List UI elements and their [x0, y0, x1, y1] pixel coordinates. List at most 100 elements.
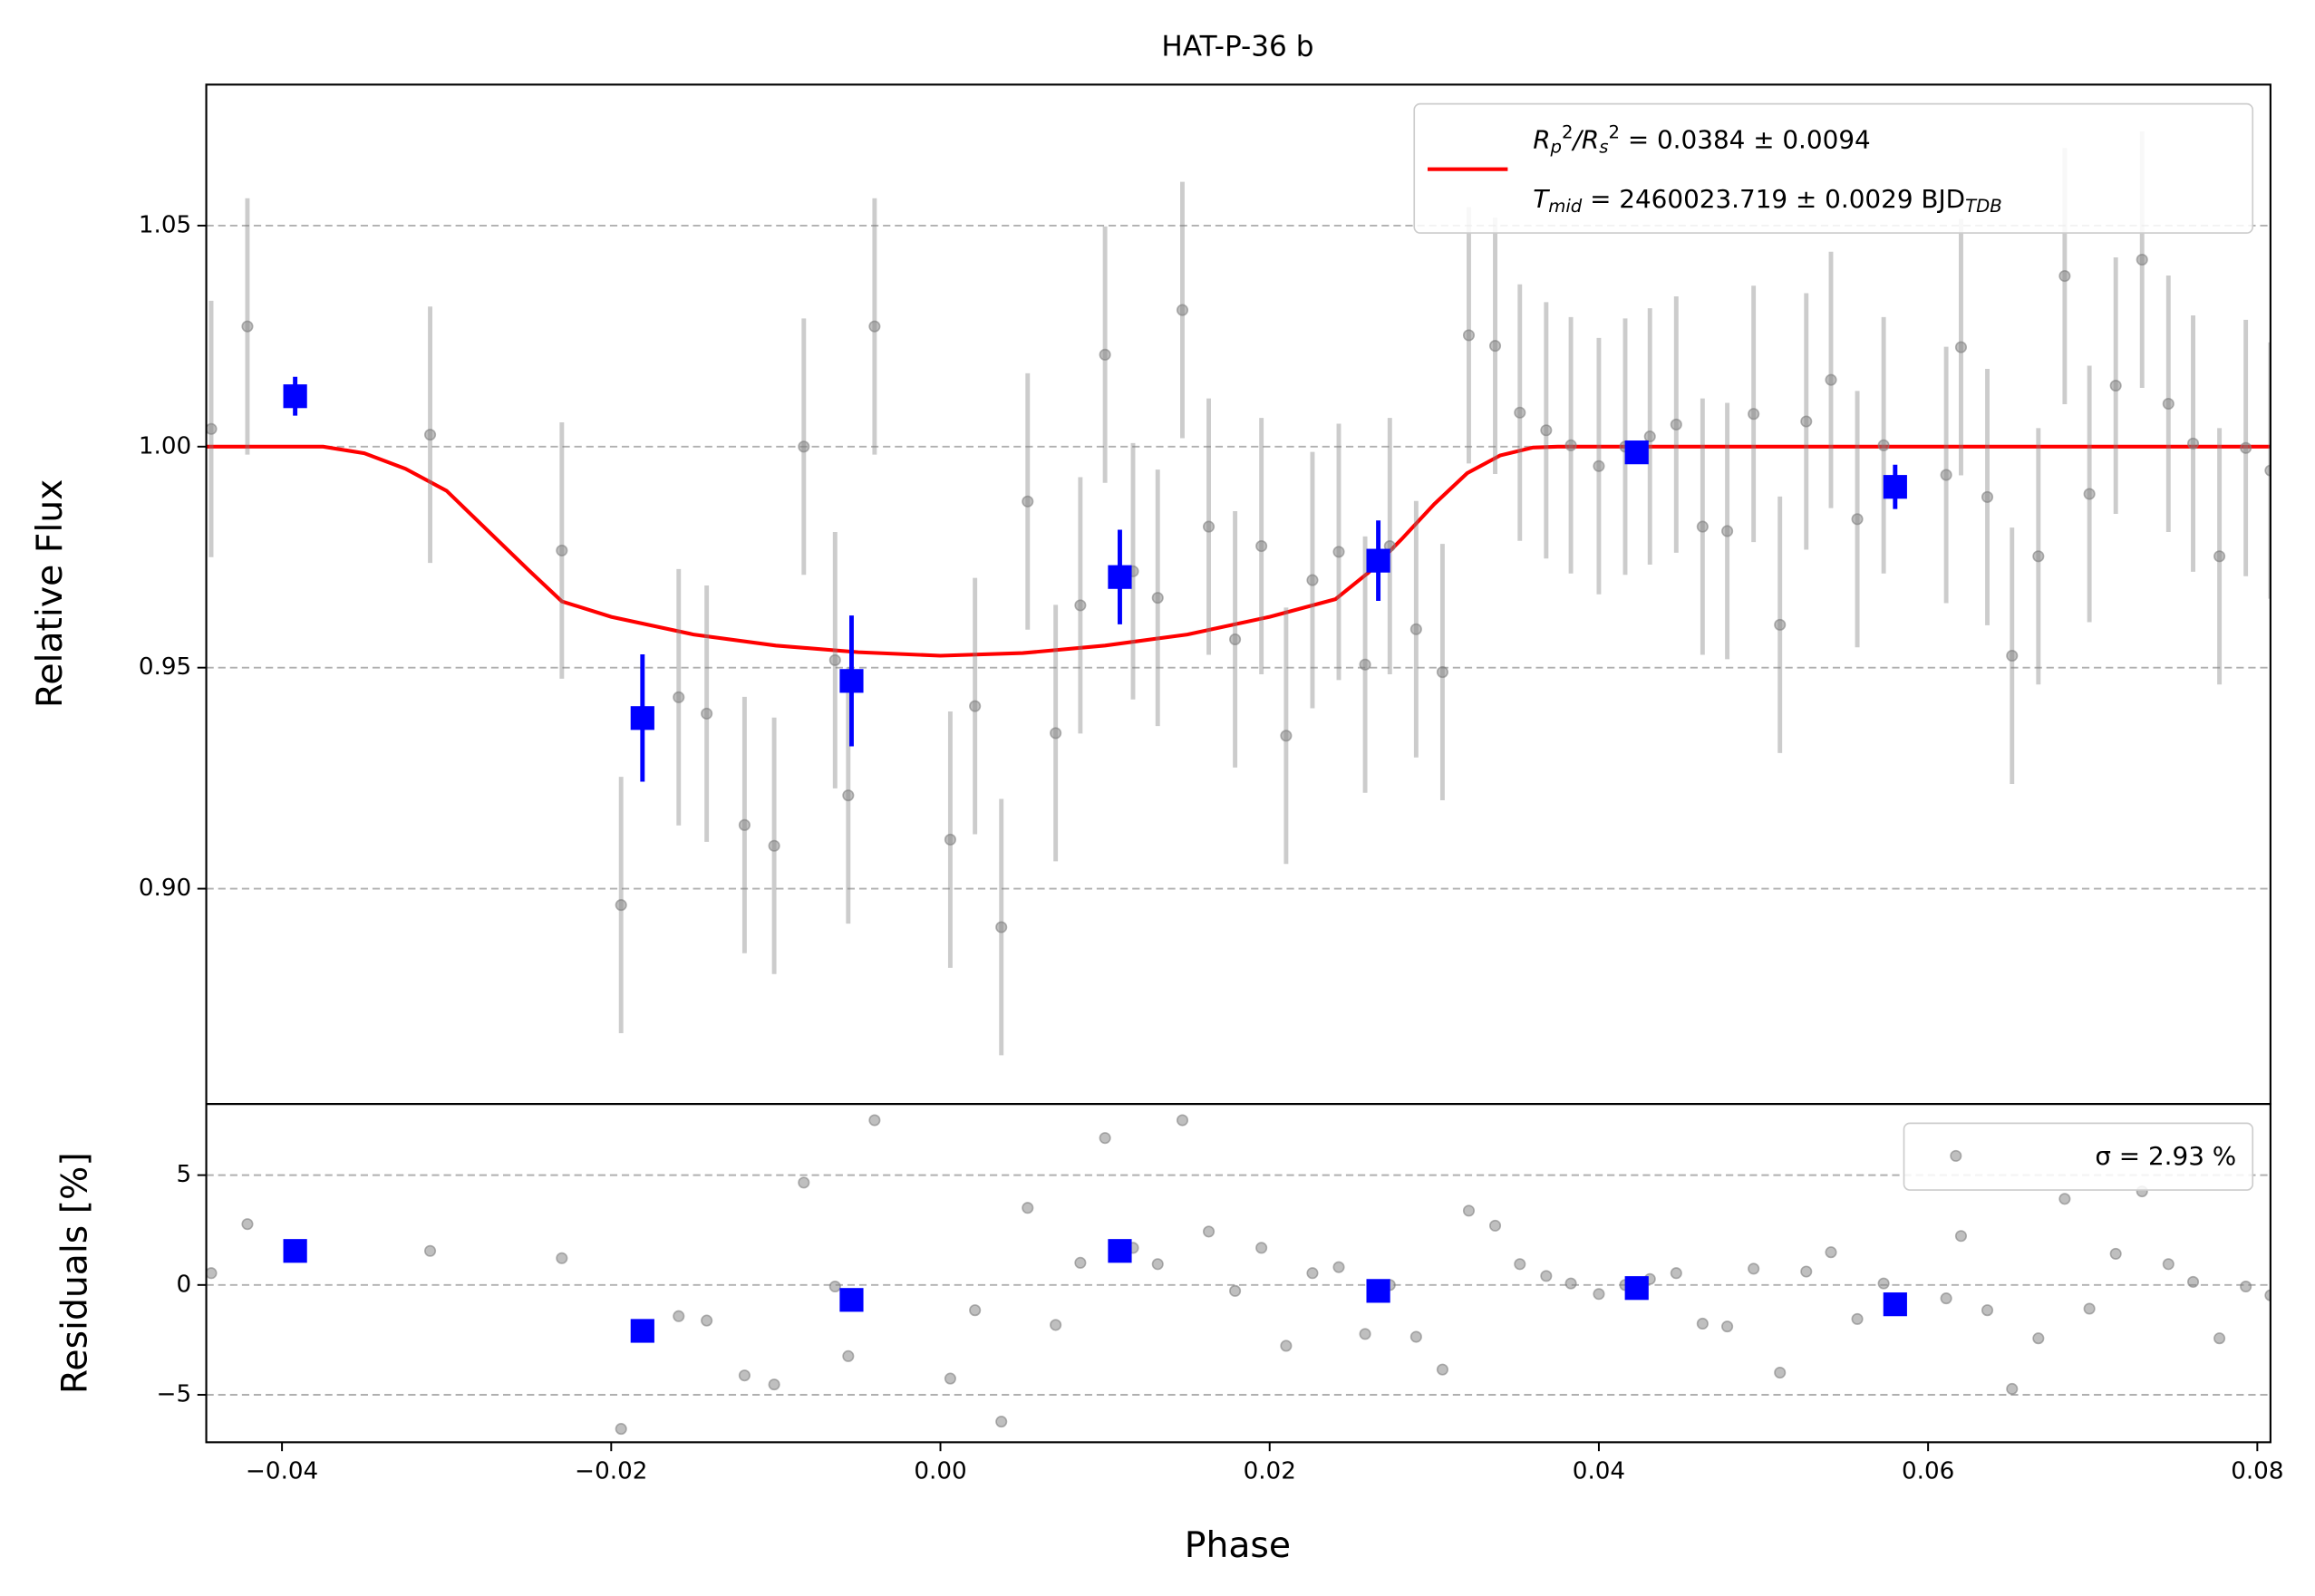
data-point [842, 1349, 855, 1362]
data-point [1940, 1292, 1952, 1305]
legend-label-part: /R [1571, 125, 1600, 155]
data-point [1462, 329, 1476, 342]
data-point [673, 1310, 685, 1322]
data-point [1670, 1267, 1682, 1280]
data-point [1748, 1262, 1760, 1275]
data-point [1540, 1270, 1553, 1282]
data-point [2006, 649, 2019, 663]
data-point [1359, 1328, 1371, 1340]
data-point [944, 1372, 956, 1385]
data-point [1877, 1277, 1890, 1290]
legend-label: σ = 2.93 % [2095, 1141, 2236, 1171]
y-tick-label: 1.05 [139, 211, 191, 238]
data-point [768, 1378, 780, 1391]
data-point [2213, 550, 2226, 563]
data-point [2136, 253, 2148, 266]
data-point [1462, 1204, 1476, 1217]
data-point [1176, 304, 1189, 316]
data-point [1593, 1288, 1605, 1301]
data-point [1151, 1258, 1164, 1271]
data-point [1436, 1363, 1448, 1376]
data-point [1954, 1230, 1968, 1243]
binned-point [1883, 475, 1907, 499]
data-point [1696, 1317, 1709, 1330]
data-point [556, 1252, 568, 1264]
legend-label-part: TDB [1965, 196, 2002, 217]
plot-area [206, 131, 2271, 1056]
data-point [1050, 1319, 1062, 1331]
x-tick-label: −0.02 [575, 1458, 647, 1485]
binned-point [630, 706, 654, 730]
data-point [1851, 513, 1864, 526]
data-point [868, 1114, 881, 1127]
chart-title: HAT-P-36 b [1161, 30, 1313, 63]
data-point [798, 440, 810, 453]
x-tick-label: 0.08 [2231, 1458, 2283, 1485]
data-point [1409, 623, 1422, 635]
y-tick-label: 5 [177, 1161, 192, 1188]
legend-label-part: = 2460023.719 ± 0.0029 BJD [1582, 184, 1965, 214]
data-point [1151, 592, 1164, 605]
data-point [2058, 1193, 2071, 1205]
x-tick-label: 0.02 [1244, 1458, 1296, 1485]
binned-point [283, 1239, 307, 1263]
data-point [828, 653, 841, 666]
legend-label-part: 2 [1562, 121, 1574, 142]
data-point [1332, 1261, 1345, 1273]
legend-label: Tmid = 2460023.719 ± 0.0029 BJDTDB [1533, 184, 2001, 217]
data-point [1280, 730, 1293, 742]
binned-point [1108, 1239, 1132, 1263]
data-point [2109, 379, 2122, 392]
data-point [1099, 348, 1111, 361]
legend-label-part: T [1533, 184, 1550, 214]
data-point [2162, 397, 2175, 411]
legend-swatch [1950, 1149, 1962, 1162]
data-point [798, 1176, 810, 1189]
data-point [1800, 1265, 1813, 1278]
data-point [1954, 341, 1968, 353]
data-point [738, 1369, 751, 1382]
data-point [1825, 1246, 1837, 1259]
data-point [738, 818, 751, 831]
data-point [944, 833, 956, 846]
x-axis-label: Phase [1185, 1525, 1291, 1566]
data-point [1851, 1312, 1864, 1325]
y-tick-label: −5 [157, 1381, 192, 1408]
data-point [1436, 666, 1448, 679]
data-point [1074, 599, 1087, 612]
data-point [206, 422, 218, 435]
legend-label-part: mid [1548, 196, 1583, 217]
data-point [1202, 520, 1216, 533]
data-point [1514, 1258, 1526, 1271]
data-point [241, 320, 254, 333]
data-point [1593, 459, 1605, 472]
data-point [828, 1280, 841, 1293]
legend-label-part: = 0.0384 ± 0.0094 [1620, 125, 1871, 155]
binned-point [839, 669, 864, 693]
data-point [969, 700, 982, 712]
legend-label-part: s [1599, 136, 1608, 157]
binned-point [283, 384, 307, 409]
x-tick-label: 0.06 [1902, 1458, 1954, 1485]
data-point [2186, 1275, 2200, 1288]
binned-point [1883, 1292, 1907, 1317]
data-point [2213, 1332, 2226, 1345]
plot-area [206, 1114, 2271, 1436]
data-point [1721, 525, 1734, 537]
data-point [2240, 1280, 2252, 1293]
data-point [1670, 418, 1682, 430]
data-point [2006, 1382, 2019, 1396]
data-point [1022, 1202, 1034, 1214]
y-axis-label: Relative Flux [30, 479, 71, 709]
data-point [1825, 373, 1837, 386]
data-point [1488, 1219, 1502, 1232]
data-point [1255, 1242, 1268, 1254]
data-point [2109, 1247, 2122, 1260]
axes-frame [205, 1103, 2271, 1444]
data-point [1306, 574, 1319, 586]
data-point [1540, 424, 1553, 437]
binned-point [839, 1288, 864, 1312]
